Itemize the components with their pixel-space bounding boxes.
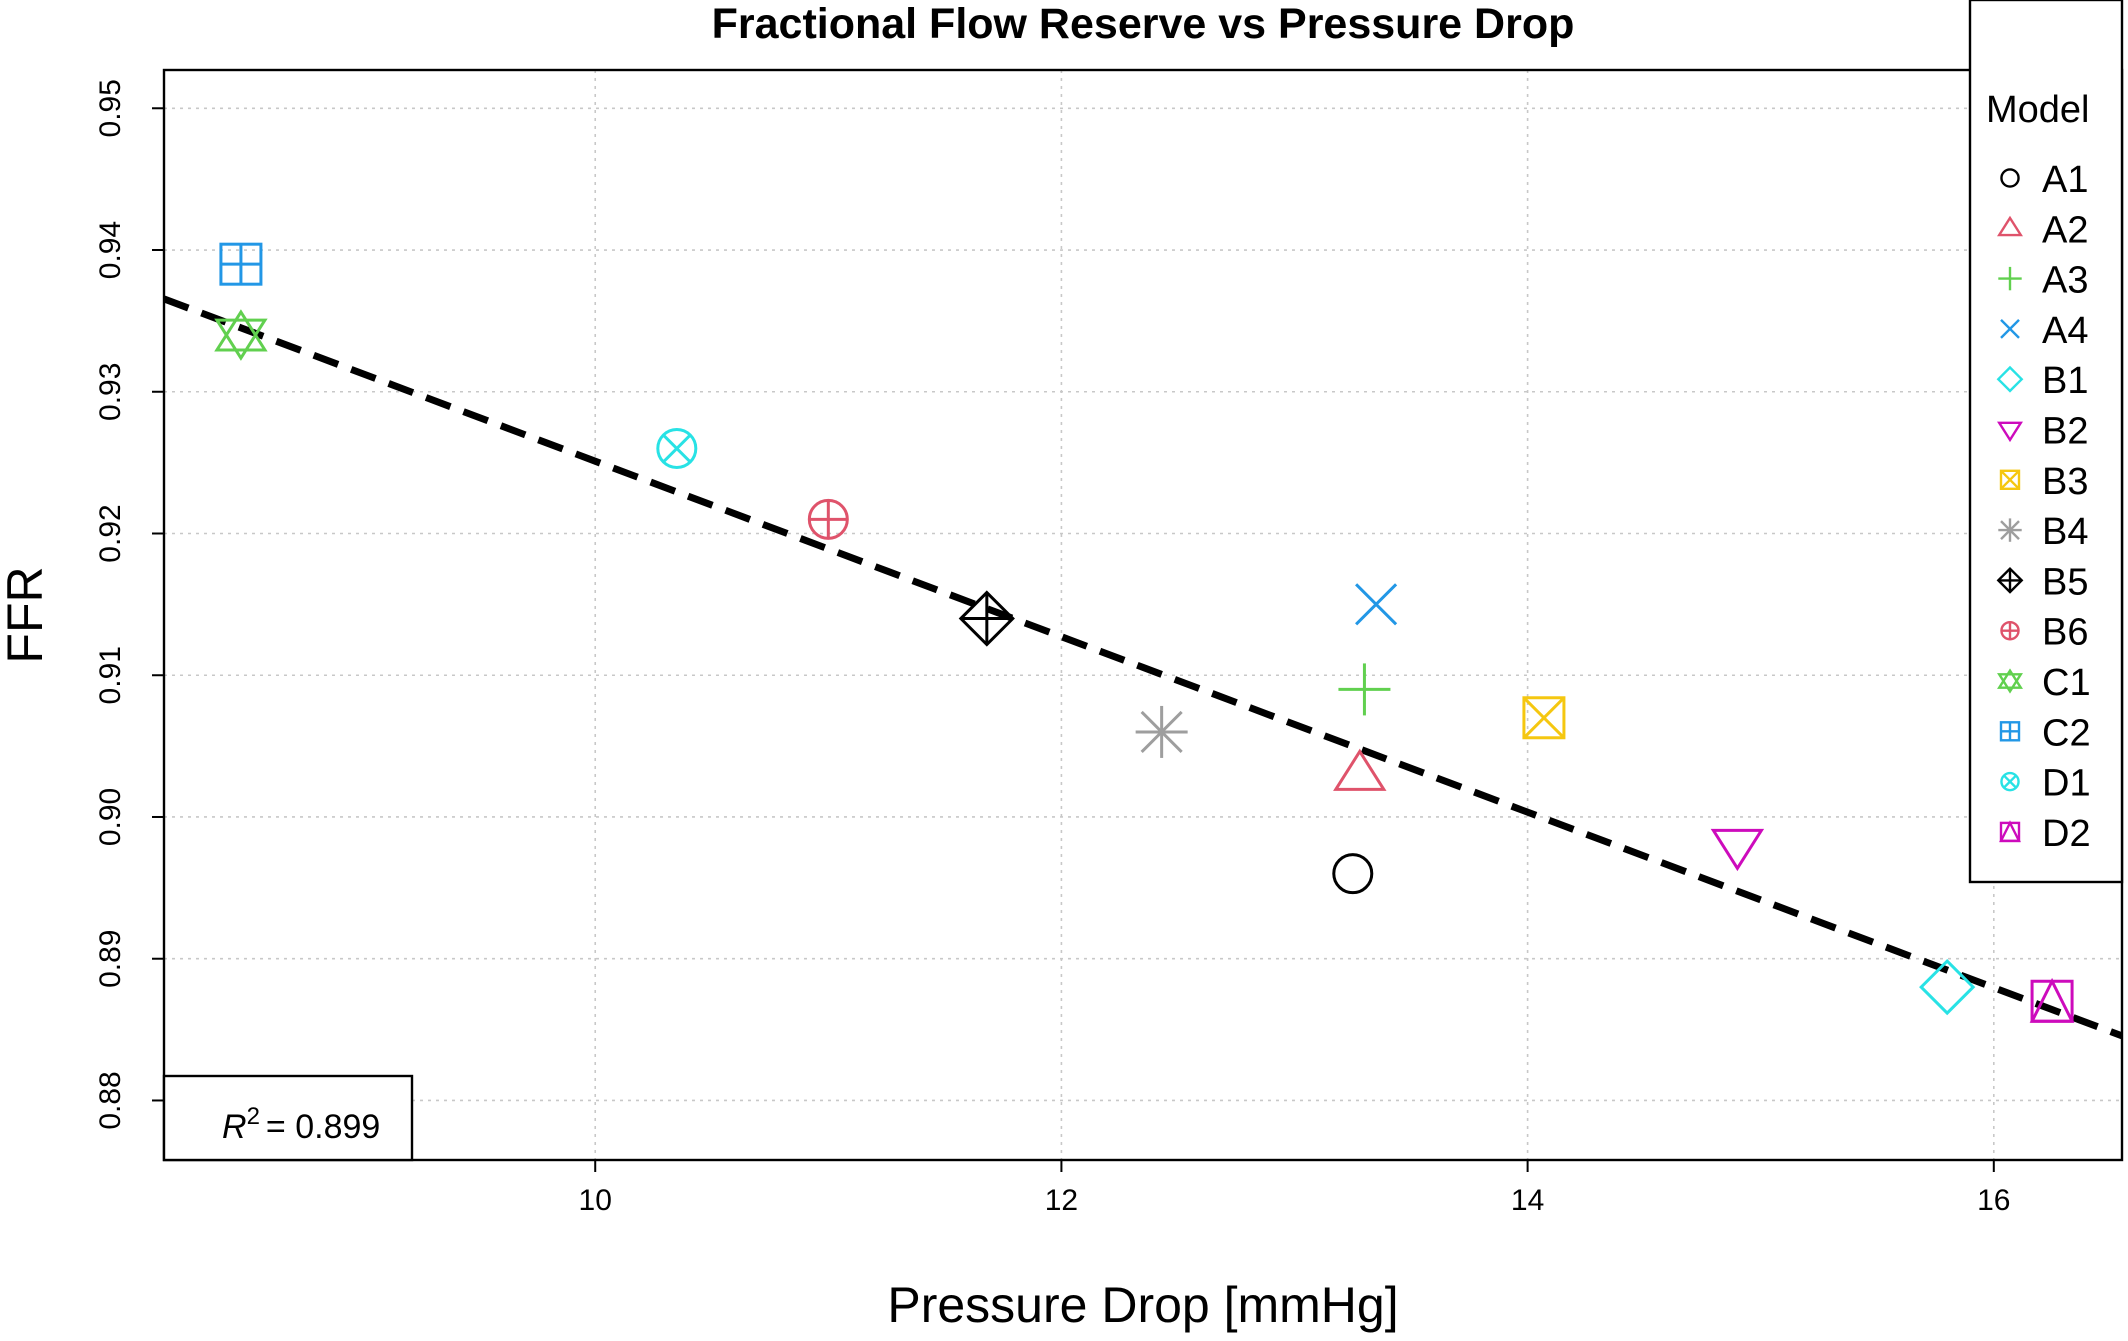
legend-label: B6	[2042, 612, 2088, 654]
legend-item: C2	[1999, 712, 2091, 754]
data-points	[214, 242, 2075, 1023]
legend-item: A1	[2000, 159, 2088, 201]
point-b3	[1522, 696, 1566, 740]
r-value: = 0.899	[266, 1108, 380, 1146]
point-a3	[1338, 663, 1391, 716]
legend-marker-b5	[1996, 567, 2024, 594]
x-axis: 10 12 14 16	[579, 1160, 2010, 1217]
legend-marker-b1	[1996, 365, 2024, 393]
point-b6	[807, 498, 849, 540]
legend-item: A4	[2000, 310, 2088, 352]
legend-label: D2	[2042, 813, 2091, 855]
legend-item: D1	[2000, 763, 2091, 805]
point-a4	[1355, 583, 1398, 626]
legend-title: Model	[1986, 89, 2090, 131]
x-tick-label: 16	[1977, 1184, 2010, 1217]
legend-label: B4	[2042, 511, 2088, 553]
chart-title: Fractional Flow Reserve vs Pressure Drop	[712, 0, 1575, 48]
r-squared-text: R2 = 0.899	[222, 1103, 380, 1146]
point-c2	[219, 242, 263, 286]
point-c1	[214, 309, 268, 361]
x-tick-label: 12	[1045, 1184, 1078, 1217]
r-squared-box	[162, 1074, 414, 1162]
legend-label: A2	[2042, 209, 2088, 251]
grid-layer	[164, 70, 2122, 1160]
legend-item: B1	[1996, 360, 2088, 402]
legend-item: C1	[1997, 662, 2091, 704]
legend-item: D2	[1999, 813, 2091, 855]
legend-marker-b4	[1998, 518, 2022, 542]
legend-marker-c1	[1997, 668, 2023, 694]
x-axis-label: Pressure Drop [mmHg]	[887, 1277, 1398, 1333]
point-a1	[1332, 853, 1374, 895]
legend-marker-b6	[2000, 620, 2020, 641]
y-tick-label: 0.90	[94, 788, 127, 846]
legend-label: A1	[2042, 159, 2088, 201]
point-b5	[958, 590, 1015, 647]
legend-marker-a4	[2000, 319, 2020, 339]
legend-item: B4	[1998, 511, 2088, 553]
point-a2	[1333, 748, 1387, 791]
point-b4	[1135, 705, 1188, 758]
y-tick-label: 0.89	[94, 930, 127, 988]
y-axis: 0.88 0.89 0.90 0.91 0.92 0.93 0.94 0.95	[94, 79, 164, 1130]
legend: Model A1 A2 A3 A4 B1 B2 B3 B4 B5 B6 C1 C2 D1 D2	[1968, 0, 2124, 884]
fit-line-layer	[164, 295, 2122, 1040]
legend-marker-a2	[1997, 215, 2023, 237]
legend-marker-d1	[2000, 771, 2020, 792]
legend-box	[1968, 0, 2124, 884]
r-squared-annotation: R2 = 0.899	[162, 1074, 414, 1162]
legend-marker-d2	[1999, 820, 2021, 843]
legend-marker-b2	[1997, 421, 2023, 443]
legend-label: A3	[2042, 260, 2088, 302]
legend-label: B1	[2042, 360, 2088, 402]
y-tick-label: 0.92	[94, 504, 127, 562]
y-tick-label: 0.94	[94, 221, 127, 279]
r-exponent: 2	[247, 1103, 260, 1130]
legend-marker-b3	[1999, 469, 2021, 490]
y-axis-label: FFR	[0, 566, 53, 663]
legend-label: D1	[2042, 763, 2091, 805]
plot-frame	[162, 68, 2124, 1162]
point-b1	[1919, 958, 1976, 1016]
legend-label: C2	[2042, 712, 2091, 754]
legend-item: B2	[1997, 411, 2088, 453]
r-symbol: R	[222, 1108, 247, 1146]
legend-item: A2	[1997, 209, 2088, 251]
fit-line	[164, 295, 2122, 1040]
legend-label: B3	[2042, 461, 2088, 503]
point-d2	[2029, 977, 2075, 1023]
legend-label: C1	[2042, 662, 2091, 704]
point-b2	[1710, 828, 1765, 872]
point-d1	[656, 427, 698, 469]
x-tick-label: 14	[1511, 1184, 1544, 1217]
legend-marker-a1	[2000, 168, 2020, 188]
legend-marker-a3	[1998, 266, 2022, 291]
legend-item: B3	[1999, 461, 2088, 503]
legend-label: B2	[2042, 411, 2088, 453]
legend-item: B6	[2000, 612, 2088, 654]
legend-marker-c2	[1999, 721, 2021, 742]
y-tick-label: 0.91	[94, 646, 127, 704]
y-tick-label: 0.88	[94, 1071, 127, 1129]
legend-item: B5	[1996, 561, 2088, 603]
y-tick-label: 0.95	[94, 79, 127, 137]
legend-item: A3	[1998, 260, 2088, 302]
y-tick-label: 0.93	[94, 363, 127, 421]
x-tick-label: 10	[579, 1184, 612, 1217]
legend-label: A4	[2042, 310, 2088, 352]
legend-label: B5	[2042, 561, 2088, 603]
